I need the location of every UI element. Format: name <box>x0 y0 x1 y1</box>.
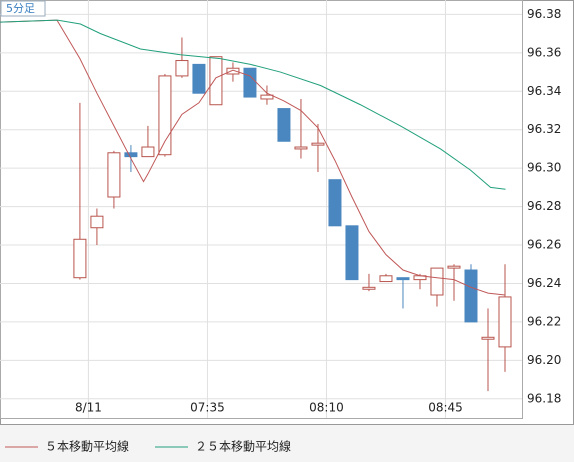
legend: ５本移動平均線 ２５本移動平均線 <box>5 439 291 454</box>
y-tick-label: 96.34 <box>527 84 561 98</box>
y-tick-label: 96.32 <box>527 122 561 136</box>
candle-body <box>294 146 308 150</box>
candle-body <box>175 60 189 77</box>
moving-average-line <box>0 19 506 296</box>
y-tick-label: 96.24 <box>527 276 561 290</box>
marks <box>0 19 512 392</box>
candle-body <box>396 277 410 281</box>
plot-area <box>0 0 523 419</box>
candle-body <box>192 63 206 94</box>
candle-body <box>328 179 342 227</box>
candle-body <box>73 238 87 279</box>
candle-body <box>260 94 274 100</box>
candle-body <box>345 225 359 281</box>
candle-body <box>209 56 223 106</box>
candle-body <box>430 267 444 296</box>
candle-body <box>362 286 376 290</box>
y-tick-label: 96.22 <box>527 314 561 328</box>
candle-body <box>447 265 461 269</box>
candle-body <box>141 146 155 158</box>
candle-body <box>379 275 393 283</box>
legend-label: ２５本移動平均線 <box>195 439 291 454</box>
y-tick-label: 96.30 <box>527 161 561 175</box>
candle-body <box>481 336 495 340</box>
candle-body <box>498 296 512 348</box>
chart-title: 5分足 <box>6 2 35 15</box>
candle-body <box>90 215 104 229</box>
title-box <box>0 0 46 17</box>
x-tick-label: 08:45 <box>428 401 463 415</box>
candle-body <box>158 75 172 156</box>
candle-body <box>464 269 478 323</box>
y-tick-label: 96.18 <box>527 391 561 405</box>
candle-body <box>311 142 325 146</box>
grid: 96.18 96.20 96.22 96.24 96.26 96.28 96.30 96.32… <box>0 0 561 418</box>
x-tick-label: 07:35 <box>190 401 225 415</box>
moving-average-line <box>0 19 506 190</box>
y-tick-label: 96.20 <box>527 353 561 367</box>
y-tick-label: 96.28 <box>527 199 561 213</box>
y-tick-label: 96.36 <box>527 45 561 59</box>
candle-body <box>107 152 121 198</box>
candle-body <box>226 67 240 75</box>
y-tick-label: 96.38 <box>527 7 561 21</box>
candle-body <box>277 108 291 142</box>
candle-body <box>243 67 257 98</box>
y-tick-label: 96.26 <box>527 238 561 252</box>
x-tick-label: 08:10 <box>309 401 344 415</box>
x-tick-label: 8/11 <box>75 401 102 415</box>
candle-body <box>124 152 138 158</box>
legend-label: ５本移動平均線 <box>45 439 129 454</box>
